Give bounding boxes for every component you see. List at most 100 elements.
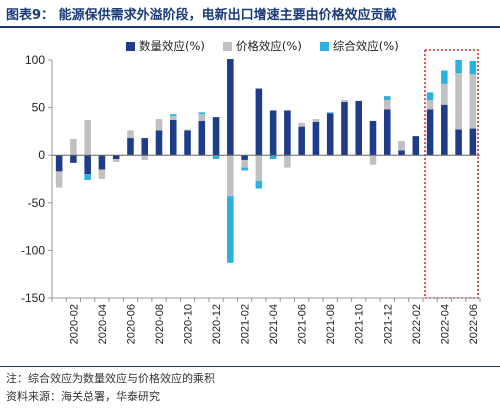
bar-quantity bbox=[155, 130, 163, 156]
legend-swatch-price bbox=[222, 41, 232, 51]
footer-rule bbox=[0, 366, 500, 367]
bar-price bbox=[298, 122, 305, 127]
bar-combined bbox=[241, 167, 248, 171]
bar-price bbox=[369, 155, 377, 165]
bar-quantity bbox=[198, 120, 206, 156]
legend-item-combined: 综合效应(%) bbox=[319, 38, 399, 54]
bar-combined bbox=[426, 92, 434, 100]
bar-combined bbox=[84, 174, 91, 180]
bar-quantity bbox=[70, 155, 77, 163]
bar-quantity bbox=[84, 155, 91, 175]
bar-quantity bbox=[98, 155, 106, 170]
legend-label-combined: 综合效应(%) bbox=[332, 39, 399, 53]
bar-price bbox=[383, 99, 391, 110]
bar-price bbox=[184, 129, 191, 131]
y-tick-label: 100 bbox=[25, 53, 45, 67]
bar-quantity bbox=[383, 109, 391, 156]
bar-price bbox=[469, 74, 477, 129]
chart-note: 注：综合效应为数量效应与价格效应的乘积 bbox=[6, 372, 215, 385]
bar-price bbox=[169, 116, 177, 120]
chart-source: 资料来源：海关总署，华泰研究 bbox=[6, 390, 160, 403]
bar-quantity bbox=[298, 126, 305, 156]
bar-quantity bbox=[227, 59, 234, 156]
bar-combined bbox=[441, 70, 448, 84]
bar-price bbox=[84, 119, 91, 156]
x-tick-label: 2020-08 bbox=[154, 304, 166, 344]
x-tick-label: 2021-04 bbox=[268, 304, 280, 344]
bar-price bbox=[141, 155, 149, 160]
bar-combined bbox=[227, 196, 234, 263]
bar-price bbox=[398, 140, 405, 151]
bar-quantity bbox=[241, 155, 248, 160]
bar-price bbox=[241, 159, 248, 168]
bar-quantity bbox=[369, 120, 377, 156]
title-rule bbox=[0, 26, 500, 28]
y-tick-label: -150 bbox=[21, 291, 45, 305]
x-tick-label: 2020-04 bbox=[97, 304, 109, 344]
legend-label-quantity: 数量效应(%) bbox=[139, 39, 205, 53]
bar-quantity bbox=[255, 88, 263, 156]
bar-price bbox=[426, 99, 434, 110]
x-tick-label: 2021-02 bbox=[240, 304, 252, 344]
bar-quantity bbox=[169, 119, 177, 156]
y-tick-label: -50 bbox=[28, 196, 46, 210]
bar-quantity bbox=[184, 130, 191, 156]
bar-price bbox=[284, 155, 291, 168]
bar-combined bbox=[326, 112, 334, 114]
legend: 数量效应(%) 价格效应(%) 综合效应(%) bbox=[126, 38, 399, 54]
x-tick-label: 2020-06 bbox=[125, 304, 137, 344]
bar-price bbox=[155, 119, 163, 131]
bar-price bbox=[227, 155, 234, 197]
bar-combined bbox=[455, 60, 462, 74]
figure-title: 图表9： 能源保供需求外溢阶段，电新出口增速主要由价格效应贡献 bbox=[6, 8, 397, 23]
legend-swatch-combined bbox=[319, 41, 329, 51]
legend-label-price: 价格效应(%) bbox=[235, 39, 302, 53]
x-tick-label: 2021-06 bbox=[297, 304, 309, 344]
bar-quantity bbox=[355, 100, 363, 156]
legend-swatch-quantity bbox=[126, 41, 135, 51]
bar-combined bbox=[212, 155, 220, 160]
bar-quantity bbox=[412, 136, 420, 156]
bar-combined bbox=[198, 112, 206, 115]
bar-quantity bbox=[469, 128, 477, 156]
x-tick-label: 2020-12 bbox=[211, 304, 223, 344]
bar-quantity bbox=[55, 155, 63, 172]
x-tick-label: 2020-10 bbox=[183, 304, 195, 344]
y-tick-label: -100 bbox=[21, 243, 45, 257]
bar-combined bbox=[169, 114, 177, 117]
bar-quantity bbox=[127, 138, 134, 156]
bar-price bbox=[312, 119, 320, 122]
chart: 100 50 0 -50 -100 -150 2020-02 2020-04 2020-06 20… bbox=[21, 49, 481, 344]
bar-price bbox=[127, 130, 134, 139]
bar-price bbox=[55, 171, 63, 188]
x-tick-label: 2021-12 bbox=[382, 304, 394, 344]
x-tick-label: 2021-10 bbox=[354, 304, 366, 344]
bar-combined bbox=[255, 180, 263, 189]
x-tick-label: 2020-02 bbox=[68, 304, 80, 344]
y-tick-label: 50 bbox=[32, 101, 46, 115]
bar-combined bbox=[469, 60, 477, 75]
bar-quantity bbox=[398, 150, 405, 156]
bar-price bbox=[341, 99, 348, 102]
bar-quantity bbox=[426, 109, 434, 156]
bar-quantity bbox=[269, 110, 277, 156]
bar-price bbox=[98, 169, 106, 179]
bar-quantity bbox=[212, 117, 220, 156]
bar-price bbox=[198, 114, 206, 121]
bar-combined bbox=[269, 155, 277, 160]
y-tick-label: 0 bbox=[38, 148, 45, 162]
bar-quantity bbox=[141, 138, 149, 156]
legend-item-quantity: 数量效应(%) bbox=[126, 38, 205, 54]
x-tick-label: 2022-04 bbox=[439, 304, 451, 344]
bar-price bbox=[112, 159, 120, 162]
bar-price bbox=[455, 73, 462, 130]
x-tick-label: 2022-02 bbox=[411, 304, 423, 344]
bar-quantity bbox=[455, 129, 462, 156]
highlight-box bbox=[424, 49, 479, 299]
x-tick-label: 2022-06 bbox=[468, 304, 480, 344]
legend-item-price: 价格效应(%) bbox=[222, 38, 302, 54]
bar-quantity bbox=[326, 113, 334, 156]
x-tick-label: 2021-08 bbox=[325, 304, 337, 344]
bar-price bbox=[441, 83, 448, 105]
bar-quantity bbox=[441, 104, 448, 156]
